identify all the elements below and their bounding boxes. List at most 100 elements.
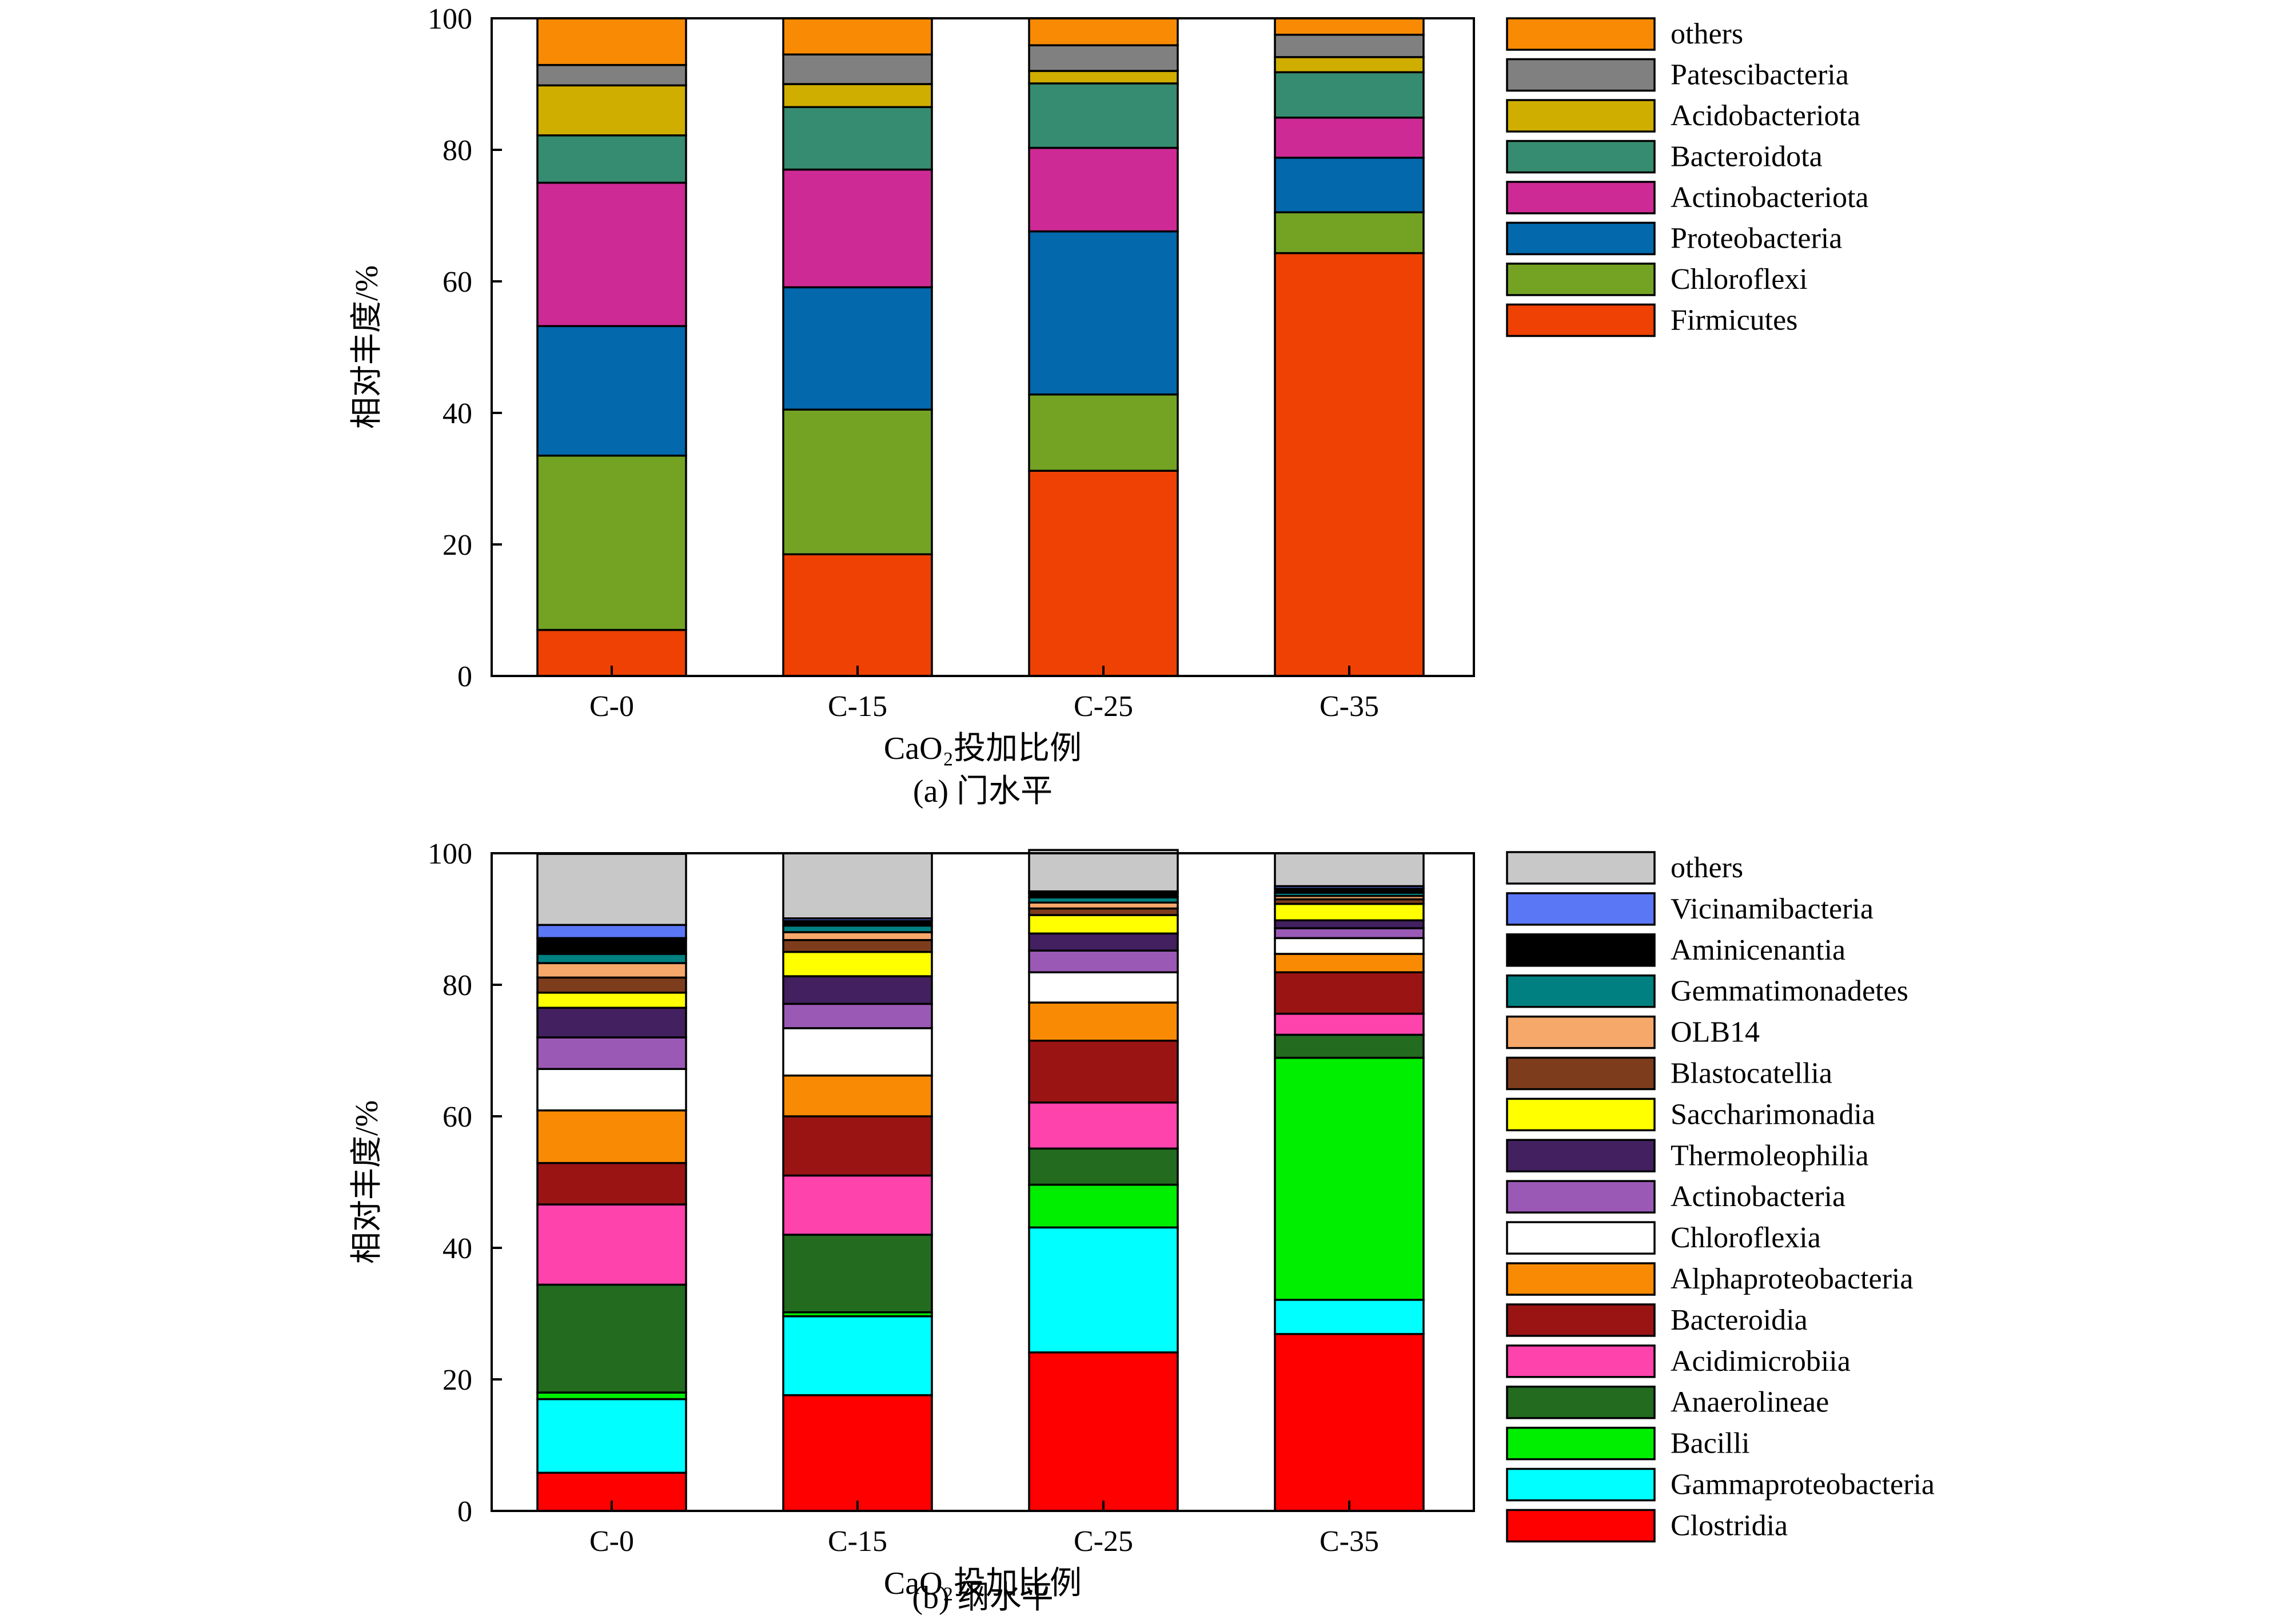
bar-segment-c-15-chloroflexia [782,1027,933,1077]
legend-label-vicinamibacteria: Vicinamibacteria [1671,893,1874,925]
bar-segment-c-35-chloroflexia [1274,937,1425,955]
legend-swatch-blastocatellia [1506,1056,1656,1091]
x-tick-label-c-15: C-15 [828,690,887,723]
bar-segment-c-35-chloroflexi [1274,211,1425,254]
bar-segment-c-35-saccharimonadia [1274,902,1425,922]
legend-swatch-acidimicrobiia [1506,1344,1656,1378]
x-tick-label-c-35: C-35 [1320,690,1379,723]
bar-segment-c-15-firmicutes [782,553,933,677]
bar-segment-c-25-patescibacteria [1028,44,1179,72]
bar-segment-c-35-bacilli [1274,1056,1425,1301]
bar-segment-c-25-bacilli [1028,1183,1179,1229]
bar-segment-c-35-others [1274,17,1425,36]
bar-segment-c-15-blastocatellia [782,939,933,953]
bar-segment-c-0-olb14 [536,962,687,979]
legend-swatch-gemmatimonadetes [1506,974,1656,1008]
x-axis-title: CaO₂投加比例 [884,731,1082,766]
bar-segment-c-35-gammaproteobacteria [1274,1299,1425,1335]
legend-label-actinobacteriota: Actinobacteriota [1671,181,1869,214]
bar-segment-c-35-thermoleophilia [1274,919,1425,929]
bar-segment-c-0-thermoleophilia [536,1007,687,1039]
bar-segment-c-35-others [1274,852,1425,888]
legend-swatch-chloroflexia [1506,1221,1656,1255]
bar-segment-c-0-vicinamibacteria [536,924,687,940]
bar-segment-c-0-others [536,853,687,926]
bar-segment-c-25-bacteroidota [1028,82,1179,149]
bar-segment-c-25-actinobacteria [1028,949,1179,973]
legend-label-aminicenantia: Aminicenantia [1671,934,1845,966]
bar-segment-c-0-gemmatimonadetes [536,953,687,964]
bar-segment-c-25-acidimicrobiia [1028,1101,1179,1150]
bar-segment-c-15-bacteroidota [782,106,933,171]
bar-segment-c-15-patescibacteria [782,53,933,85]
legend-label-alphaproteobacteria: Alphaproteobacteria [1671,1263,1913,1295]
bar-segment-c-35-clostridia [1274,1332,1425,1512]
bar-segment-c-15-thermoleophilia [782,975,933,1005]
legend-label-proteobacteria: Proteobacteria [1671,222,1842,255]
y-tick-label: 20 [443,1364,472,1397]
bar-segment-c-0-others [536,17,687,66]
bar-segment-c-0-actinobacteria [536,1036,687,1070]
bar-segment-c-15-actinobacteria [782,1003,933,1029]
legend-label-firmicutes: Firmicutes [1671,304,1797,337]
bar-segment-c-15-alphaproteobacteria [782,1074,933,1117]
bar-segment-c-15-proteobacteria [782,286,933,411]
bar-segment-c-15-anaerolineae [782,1234,933,1314]
y-tick-label: 60 [443,1101,472,1133]
bar-segment-c-0-blastocatellia [536,976,687,994]
x-tick-label-c-15: C-15 [828,1525,887,1558]
x-axis-title: CaO₂投加比例 [884,1566,1082,1601]
y-axis-title: 相对丰度/% [349,265,385,429]
legend-swatch-olb14 [1506,1015,1656,1049]
bar-segment-c-25-bacteroidia [1028,1040,1179,1104]
bar-segment-c-15-clostridia [782,1394,933,1512]
bar-segment-c-15-saccharimonadia [782,950,933,977]
legend-label-saccharimonadia: Saccharimonadia [1671,1098,1875,1131]
legend-swatch-proteobacteria [1506,221,1656,256]
y-tick-label: 40 [443,1232,472,1265]
bar-segment-c-15-acidimicrobiia [782,1174,933,1236]
bar-segment-c-0-bacteroidota [536,134,687,184]
legend-label-anaerolineae: Anaerolineae [1671,1386,1829,1419]
legend-swatch-bacteroidia [1506,1303,1656,1337]
legend-label-gammaproteobacteria: Gammaproteobacteria [1671,1469,1935,1501]
bar-segment-c-15-others [782,17,933,55]
legend-swatch-vicinamibacteria [1506,892,1656,926]
bar-segment-c-35-bacteroidia [1274,971,1425,1015]
bar-segment-c-0-bacteroidia [536,1161,687,1206]
bar-segment-c-0-acidimicrobiia [536,1203,687,1286]
bar-segment-c-35-proteobacteria [1274,157,1425,213]
legend-swatch-bacteroidota [1506,140,1656,174]
legend-label-others: others [1671,852,1743,884]
bar-segment-c-0-aminicenantia [536,937,687,955]
bar-segment-c-35-anaerolineae [1274,1033,1425,1059]
bar-segment-c-0-chloroflexia [536,1068,687,1112]
bar-segment-c-0-anaerolineae [536,1283,687,1394]
bar-segment-c-0-actinobacteriota [536,181,687,327]
plot-frame [491,852,1475,1512]
legend-label-bacteroidota: Bacteroidota [1671,141,1823,173]
bar-segment-c-25-chloroflexia [1028,971,1179,1004]
legend-label-olb14: OLB14 [1671,1016,1760,1049]
bar-segment-c-0-chloroflexi [536,455,687,631]
bar-segment-c-35-acidimicrobiia [1274,1012,1425,1036]
legend-label-thermoleophilia: Thermoleophilia [1671,1139,1869,1172]
bar-segment-c-0-acidobacteriota [536,84,687,137]
bar-segment-c-25-actinobacteriota [1028,146,1179,233]
bar-segment-c-35-alphaproteobacteria [1274,953,1425,973]
y-tick-label: 60 [443,266,472,299]
x-tick-label-c-25: C-25 [1074,1525,1133,1558]
legend-label-actinobacteria: Actinobacteria [1671,1180,1845,1213]
legend-label-chloroflexi: Chloroflexi [1671,263,1808,296]
bar-segment-c-25-clostridia [1028,1351,1179,1512]
bar-segment-c-25-anaerolineae [1028,1147,1179,1186]
bar-segment-c-35-bacteroidota [1274,71,1425,119]
y-tick-label: 0 [457,661,472,693]
legend-swatch-thermoleophilia [1506,1139,1656,1173]
bar-segment-c-25-alphaproteobacteria [1028,1001,1179,1042]
bar-segment-c-0-patescibacteria [536,63,687,87]
x-tick-label-c-0: C-0 [589,1525,634,1558]
bar-segment-c-25-others [1028,17,1179,46]
bar-segment-c-25-firmicutes [1028,470,1179,677]
